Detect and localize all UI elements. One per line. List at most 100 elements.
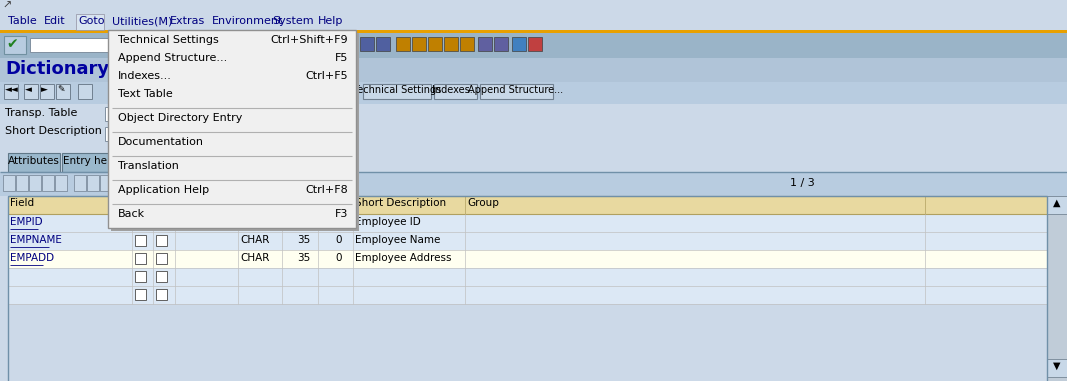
Bar [156, 217, 168, 228]
Text: Translation: Translation [118, 161, 179, 171]
Text: Short Description: Short Description [355, 198, 446, 208]
Bar [156, 235, 168, 246]
Bar [105, 127, 353, 141]
Text: EMPID: EMPID [10, 217, 43, 227]
Bar [156, 289, 168, 300]
Bar [0, 172, 1067, 196]
Text: Employee Address: Employee Address [355, 253, 451, 263]
Text: CHAR: CHAR [240, 235, 269, 245]
Text: Table: Table [7, 16, 36, 26]
Text: Data Element: Data Element [208, 177, 280, 187]
Text: ▲: ▲ [1053, 198, 1061, 208]
Bar [136, 271, 146, 282]
Text: NUMC: NUMC [240, 217, 271, 227]
Bar [480, 84, 553, 99]
Bar [136, 289, 146, 300]
Bar [412, 37, 426, 51]
Bar [148, 175, 204, 191]
Bar [1047, 196, 1067, 381]
Bar [16, 175, 28, 191]
Text: Data element: Data element [177, 198, 249, 208]
Text: 35: 35 [297, 253, 310, 263]
Bar [0, 104, 1067, 148]
Text: Ctrl+F8: Ctrl+F8 [305, 185, 348, 195]
Bar [29, 175, 41, 191]
Bar [3, 175, 15, 191]
Text: Data Ty: Data Ty [240, 198, 278, 208]
Text: 0: 0 [335, 235, 343, 245]
Bar [136, 217, 146, 228]
Bar [111, 33, 359, 231]
Bar [444, 37, 458, 51]
Text: Indexes...: Indexes... [118, 71, 172, 81]
Bar [7, 196, 1047, 214]
Bar [360, 37, 375, 51]
Bar [74, 175, 86, 191]
Bar [7, 268, 1047, 286]
Bar [39, 84, 54, 99]
Text: System: System [272, 16, 314, 26]
Bar [76, 14, 103, 30]
Text: Dictionary: Dictionary [5, 60, 109, 78]
Bar [7, 153, 60, 172]
Text: Edit: Edit [44, 16, 66, 26]
Text: Ctrl+F5: Ctrl+F5 [305, 71, 348, 81]
Text: Short Description: Short Description [5, 126, 101, 136]
Text: Attributes: Attributes [9, 156, 60, 166]
Text: Key: Key [134, 198, 153, 208]
Text: Technical Settings: Technical Settings [353, 85, 441, 95]
Text: ↗: ↗ [2, 1, 12, 11]
Bar [100, 175, 112, 191]
Bar [1047, 196, 1067, 214]
Bar [7, 196, 1047, 381]
Text: Decim: Decim [320, 198, 353, 208]
Text: ◄: ◄ [25, 85, 32, 94]
Bar [55, 175, 67, 191]
Text: 0: 0 [335, 217, 343, 227]
Text: CHAR: CHAR [240, 253, 269, 263]
Bar [78, 84, 92, 99]
Bar [0, 148, 1067, 172]
Bar [0, 14, 1067, 30]
Text: Documentation: Documentation [118, 137, 204, 147]
Text: 35: 35 [297, 235, 310, 245]
Text: Entry help/check: Entry help/check [63, 156, 150, 166]
Bar [136, 253, 146, 264]
Text: ✔: ✔ [6, 37, 18, 51]
Bar [108, 30, 356, 228]
Bar [494, 37, 508, 51]
Text: 20: 20 [297, 217, 310, 227]
Text: Srch Help: Srch Help [150, 177, 201, 187]
Text: EMPADD: EMPADD [10, 253, 54, 263]
Text: Utilities(M): Utilities(M) [112, 16, 173, 26]
Text: Application Help: Application Help [118, 185, 209, 195]
Text: Ctrl+Shift+F9: Ctrl+Shift+F9 [270, 35, 348, 45]
Text: Length: Length [284, 198, 320, 208]
Bar [136, 235, 146, 246]
Bar [87, 175, 99, 191]
Text: Goto: Goto [78, 16, 105, 26]
Text: Text Table: Text Table [118, 89, 173, 99]
Text: Group: Group [467, 198, 499, 208]
Bar [4, 36, 26, 54]
Bar [62, 153, 153, 172]
Bar [208, 175, 280, 191]
Bar [7, 250, 1047, 268]
Bar [7, 232, 1047, 250]
Bar [428, 37, 442, 51]
Bar [7, 286, 1047, 304]
Bar [0, 0, 1067, 14]
Bar [23, 84, 38, 99]
Bar [0, 33, 1067, 58]
Bar [376, 37, 391, 51]
Bar [131, 175, 143, 191]
Text: Back: Back [118, 209, 145, 219]
Text: Append Structure...: Append Structure... [468, 85, 563, 95]
Text: F3: F3 [335, 209, 348, 219]
Text: Indexes...: Indexes... [432, 85, 478, 95]
Text: Object Directory Entry: Object Directory Entry [118, 113, 242, 123]
Text: ✎: ✎ [57, 85, 64, 94]
Text: F5: F5 [335, 53, 348, 63]
Bar [0, 30, 1067, 33]
Text: Currency/Quantity Fields: Currency/Quantity Fields [160, 153, 289, 163]
